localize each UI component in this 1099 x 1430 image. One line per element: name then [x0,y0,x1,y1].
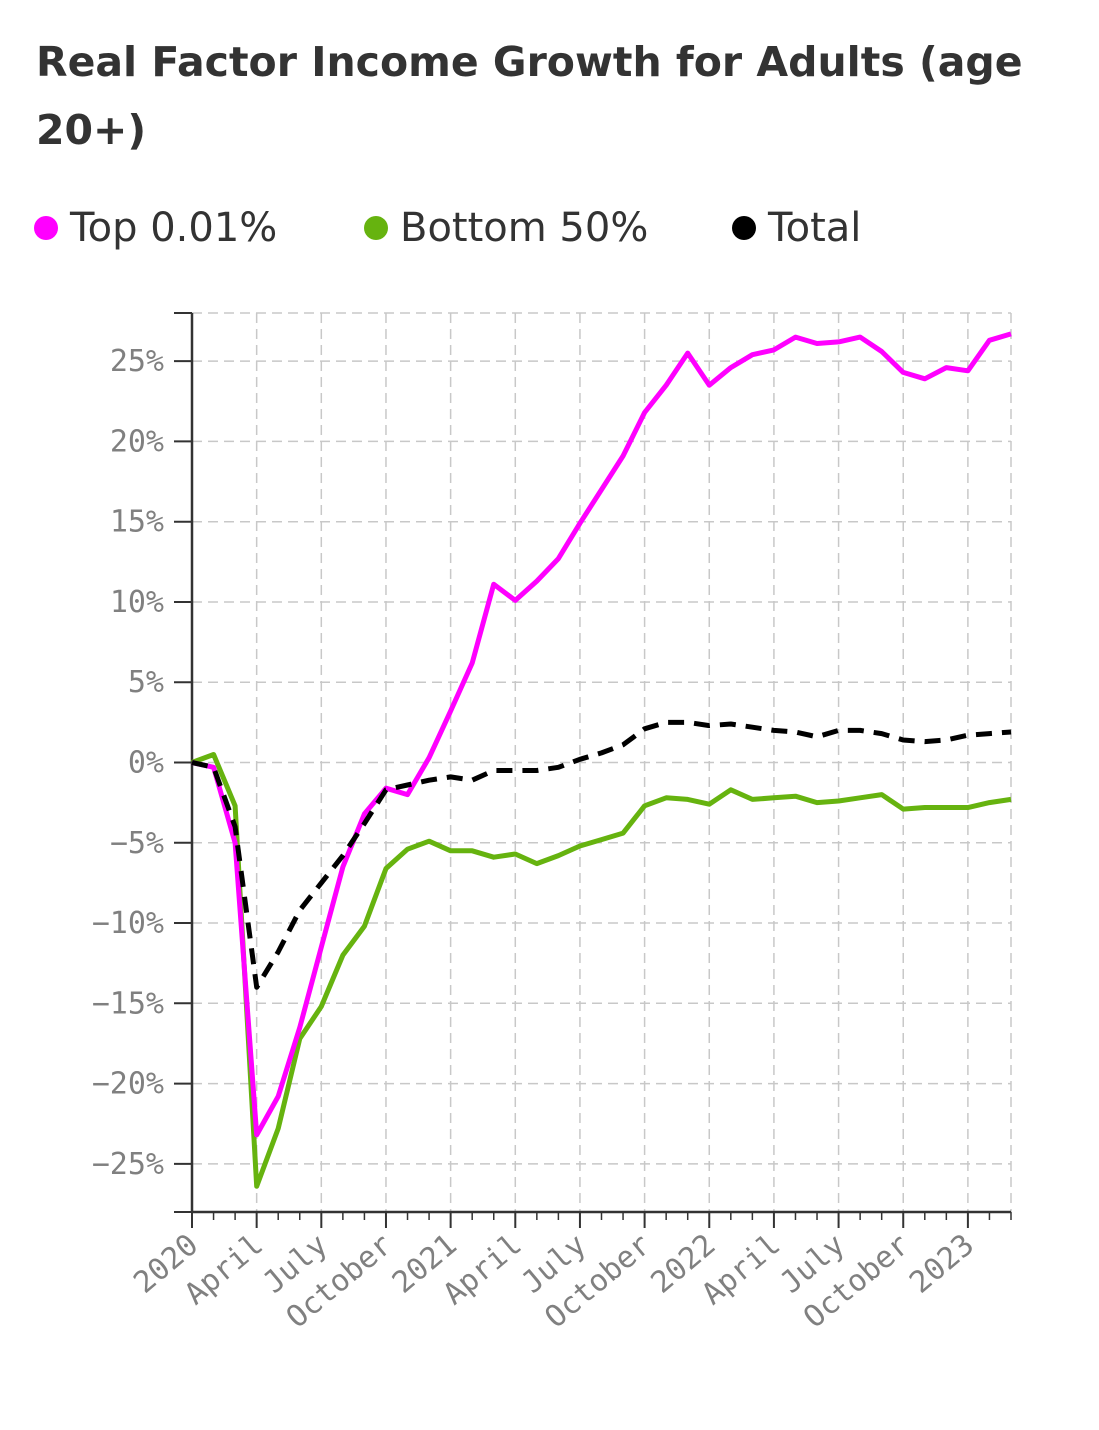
chart-title: Real Factor Income Growth for Adults (ag… [36,38,1023,154]
series-line-bottom-50[interactable] [191,752,1012,1189]
y-tick-label: −20% [92,1067,164,1102]
legend-label-bottom: Bottom 50% [400,205,649,251]
legend-item-top[interactable]: Top 0.01% [34,205,277,251]
legend: Top 0.01% Bottom 50% Total [34,205,1074,257]
y-tick-label: 25% [110,344,164,379]
y-tick-label: −10% [92,906,164,941]
y-tick-label: 5% [128,665,164,700]
grid [191,312,1012,1212]
y-tick-label: −25% [92,1147,164,1182]
y-tick-label: 0% [128,746,164,781]
legend-item-bottom[interactable]: Bottom 50% [364,205,648,251]
y-tick-label: 20% [110,424,164,459]
legend-dot-bottom-icon [364,216,388,240]
legend-dot-top-icon [34,216,58,240]
series-line-top-0-01[interactable] [191,331,1012,1138]
y-tick-label: 10% [110,585,164,620]
y-tick-label: 15% [110,505,164,540]
legend-label-total: Total [768,205,862,251]
y-tick-label: −5% [110,826,164,861]
legend-dot-total-icon [732,216,756,240]
legend-label-top: Top 0.01% [70,205,278,251]
y-tick-label: −15% [92,986,164,1021]
legend-item-total[interactable]: Total [732,205,861,251]
series-line-total[interactable] [191,719,1012,990]
x-tick-label: 2023 [903,1227,981,1300]
